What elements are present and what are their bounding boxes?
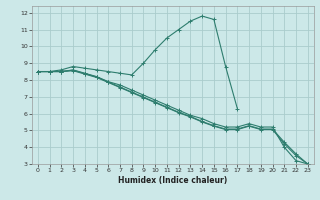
X-axis label: Humidex (Indice chaleur): Humidex (Indice chaleur) bbox=[118, 176, 228, 185]
